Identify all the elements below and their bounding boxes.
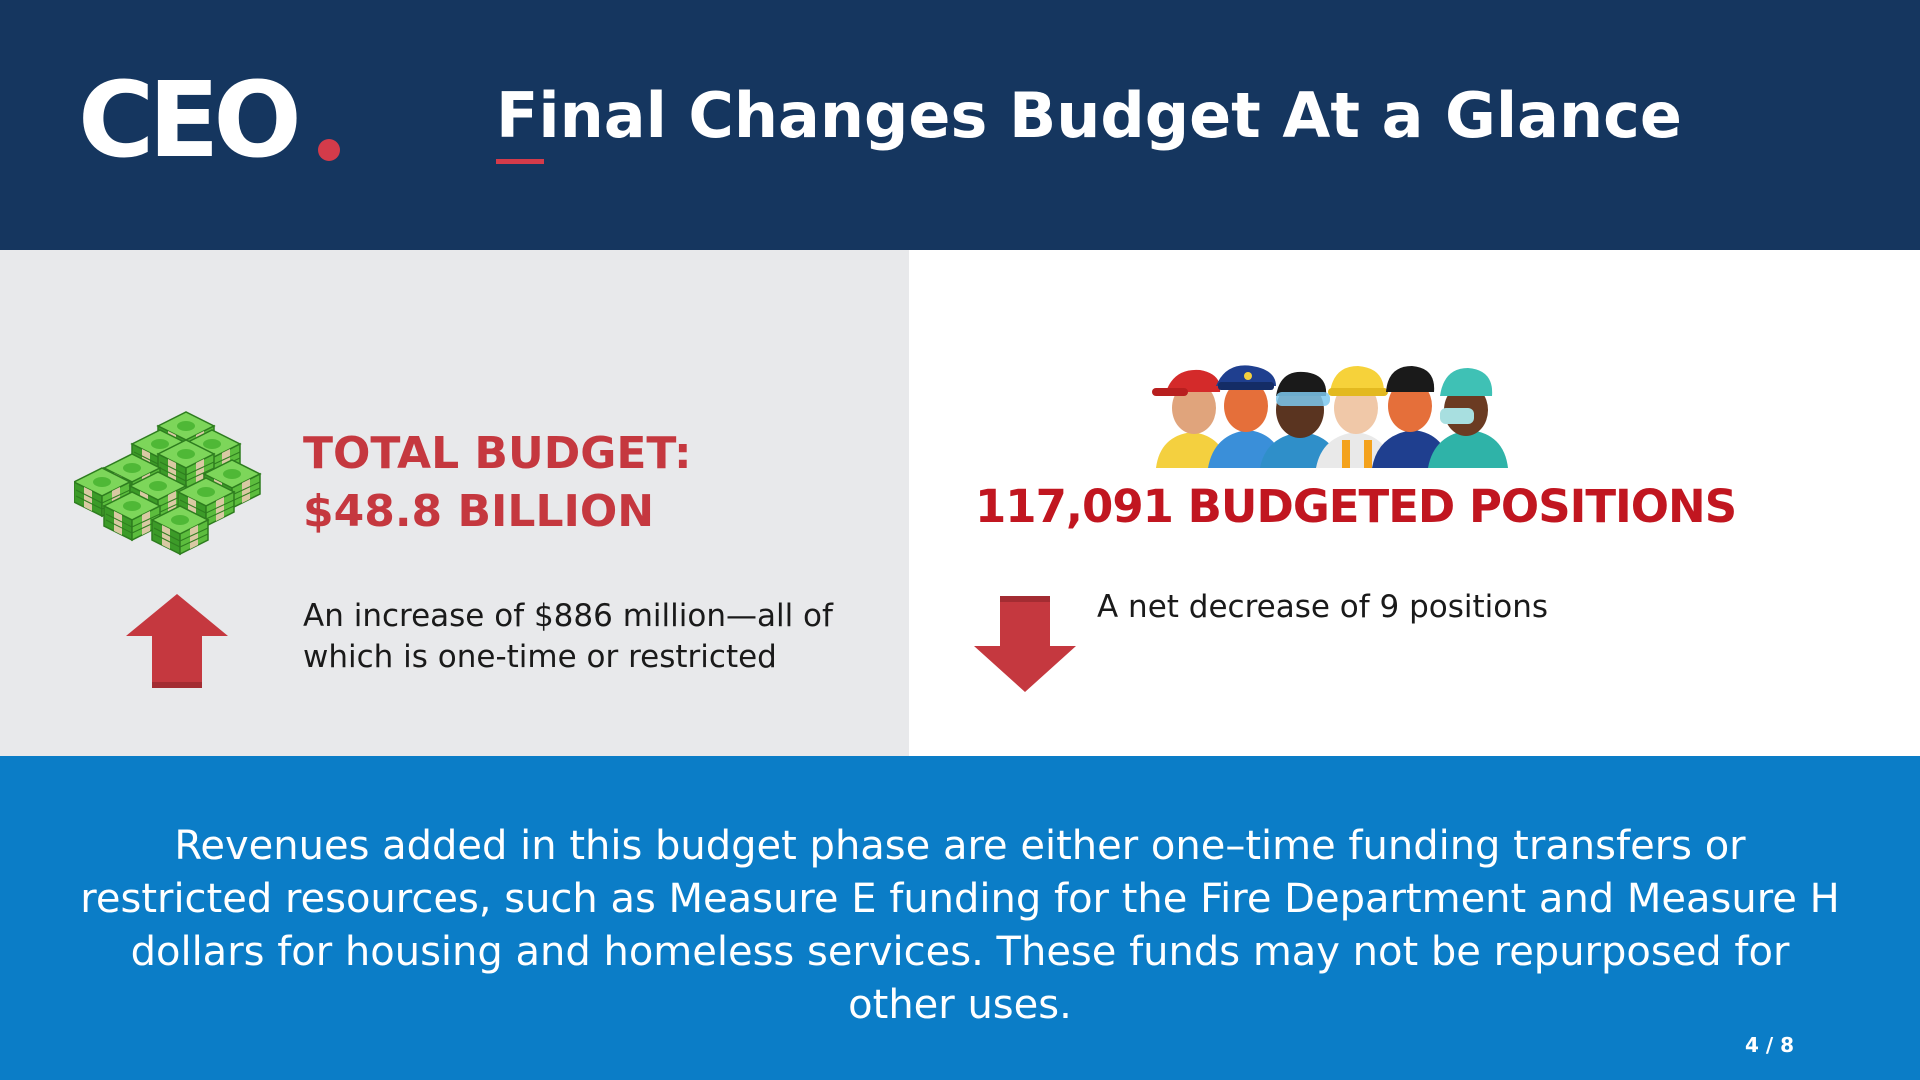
header-bar: CEO Final Changes Budget At a Glance: [0, 0, 1920, 250]
ceo-logo: CEO: [78, 59, 302, 181]
arrow-down-icon: [974, 596, 1076, 692]
arrow-up-icon: [126, 594, 228, 688]
workers-group-icon: [1152, 365, 1508, 468]
title-underline: [496, 159, 544, 164]
positions-change-text: A net decrease of 9 positions: [1097, 589, 1549, 625]
budgeted-positions-heading: 117,091 BUDGETED POSITIONS: [975, 480, 1737, 533]
money-stack-icon: [74, 411, 261, 555]
total-budget-amount: $48.8 BILLION: [303, 486, 655, 537]
total-budget-heading: TOTAL BUDGET: $48.8 BILLION: [303, 425, 692, 541]
budget-change-text: An increase of $886 million—all of which…: [303, 598, 833, 675]
positions-panel: [909, 250, 1920, 756]
revenue-note: Revenues added in this budget phase are …: [80, 823, 1840, 1028]
footer-bar: [0, 756, 1920, 1080]
page-title: Final Changes Budget At a Glance: [496, 79, 1682, 152]
logo-dot-icon: [318, 139, 340, 161]
total-budget-label: TOTAL BUDGET:: [303, 428, 692, 479]
page-number: 4 / 8: [1745, 1033, 1795, 1057]
